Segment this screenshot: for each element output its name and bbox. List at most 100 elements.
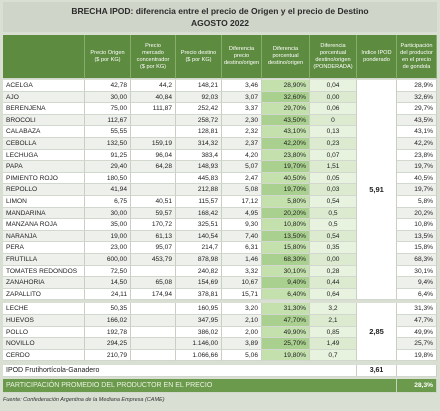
- cell: 19,8%: [397, 349, 437, 362]
- participation-label: PARTICIPACIÓN PROMEDIO DEL PRODUCTOR EN …: [3, 379, 397, 394]
- ipod-index: 5,91: [357, 80, 397, 301]
- cell: 0,54: [310, 230, 357, 243]
- cell: [131, 114, 176, 127]
- cell: 20,2%: [397, 207, 437, 220]
- row-label: CALABAZA: [3, 126, 85, 138]
- cell: 0,85: [310, 326, 357, 339]
- row-label: NARANJA: [3, 230, 85, 243]
- cell: 148,93: [176, 161, 222, 173]
- cell: 6,4%: [397, 288, 437, 301]
- cell: 3,07: [222, 91, 262, 104]
- cell: 325,51: [176, 219, 222, 231]
- cell: 43,10%: [262, 126, 310, 138]
- cell: 453,79: [131, 254, 176, 266]
- cell: 347,95: [176, 315, 222, 327]
- row-label: AJO: [3, 91, 85, 104]
- cell: 92,03: [176, 91, 222, 104]
- cell: 13,50%: [262, 230, 310, 243]
- cell: 64,28: [131, 161, 176, 173]
- cell: 95,07: [131, 242, 176, 254]
- cell: 3,32: [222, 265, 262, 278]
- cell: 180,50: [85, 172, 131, 185]
- cell: 47,7%: [397, 315, 437, 327]
- cell: 55,55: [85, 126, 131, 138]
- row-label: BERENJENA: [3, 103, 85, 115]
- cell: 19,00: [85, 230, 131, 243]
- cell: [131, 265, 176, 278]
- cell: 2,30: [222, 114, 262, 127]
- row-label: CEBOLLA: [3, 138, 85, 150]
- cell: 29,7%: [397, 103, 437, 115]
- cell: 32,6%: [397, 91, 437, 104]
- cell: 40,51: [131, 196, 176, 208]
- cell: 15,8%: [397, 242, 437, 254]
- cell: 154,69: [176, 277, 222, 289]
- cell: 10,8%: [397, 219, 437, 231]
- cell: 19,7%: [397, 161, 437, 173]
- row-label: MANDARINA: [3, 207, 85, 220]
- cell: 0,35: [310, 242, 357, 254]
- cell: 3,89: [222, 338, 262, 350]
- ipod-label: IPOD Frutihortícola-Ganadero: [3, 365, 357, 378]
- cell: 31,30%: [262, 303, 310, 315]
- cell: 49,9%: [397, 326, 437, 339]
- cell: [131, 326, 176, 339]
- cell: 0,00: [310, 254, 357, 266]
- cell: 19,70%: [262, 161, 310, 173]
- cell: 15,71: [222, 288, 262, 301]
- row-label: CERDO: [3, 349, 85, 362]
- cell: 170,72: [131, 219, 176, 231]
- column-header: Diferencia precio destino/origen: [222, 35, 262, 79]
- cell: 23,00: [85, 242, 131, 254]
- cell: 40,50%: [262, 172, 310, 185]
- cell: 0,23: [310, 138, 357, 150]
- cell: 212,88: [176, 184, 222, 196]
- column-header: Precio Origen ($ por KG): [85, 35, 131, 79]
- cell: 5,80%: [262, 196, 310, 208]
- cell: 240,82: [176, 265, 222, 278]
- row-label: HUEVOS: [3, 315, 85, 327]
- cell: 31,3%: [397, 303, 437, 315]
- cell: 91,25: [85, 149, 131, 162]
- cell: 14,50: [85, 277, 131, 289]
- column-header: Indice IPOD ponderado: [357, 35, 397, 79]
- cell: 30,10%: [262, 265, 310, 278]
- cell: 258,72: [176, 114, 222, 127]
- cell: 65,08: [131, 277, 176, 289]
- cell: 132,50: [85, 138, 131, 150]
- cell: 13,5%: [397, 230, 437, 243]
- cell: 0,28: [310, 265, 357, 278]
- row-label: NOVILLO: [3, 338, 85, 350]
- cell: 75,00: [85, 103, 131, 115]
- column-header: Participación del productor en el precio…: [397, 35, 437, 79]
- cell: 2,37: [222, 138, 262, 150]
- cell: 878,98: [176, 254, 222, 266]
- cell: 6,31: [222, 242, 262, 254]
- row-label: BROCOLI: [3, 114, 85, 127]
- cell: 68,30%: [262, 254, 310, 266]
- cell: 5,07: [222, 161, 262, 173]
- row-label: MANZANA ROJA: [3, 219, 85, 231]
- cell: 0,5: [310, 207, 357, 220]
- cell: 5,06: [222, 349, 262, 362]
- cell: 1.066,66: [176, 349, 222, 362]
- cell: 0,44: [310, 277, 357, 289]
- row-label: LECHUGA: [3, 149, 85, 162]
- cell: 23,8%: [397, 149, 437, 162]
- cell: 0,13: [310, 126, 357, 138]
- cell: 159,19: [131, 138, 176, 150]
- cell: 168,42: [176, 207, 222, 220]
- cell: 5,08: [222, 184, 262, 196]
- cell: 140,54: [176, 230, 222, 243]
- cell: 0,05: [310, 172, 357, 185]
- cell: 42,2%: [397, 138, 437, 150]
- cell: 50,35: [85, 303, 131, 315]
- title-box: BRECHA IPOD: diferencia entre el precio …: [3, 2, 437, 32]
- cell: 112,67: [85, 114, 131, 127]
- cell: 0,00: [310, 91, 357, 104]
- cell: 111,87: [131, 103, 176, 115]
- column-header: Precio destino ($ por KG): [176, 35, 222, 79]
- cell: 3,2: [310, 303, 357, 315]
- cell: 378,81: [176, 288, 222, 301]
- cell: 160,95: [176, 303, 222, 315]
